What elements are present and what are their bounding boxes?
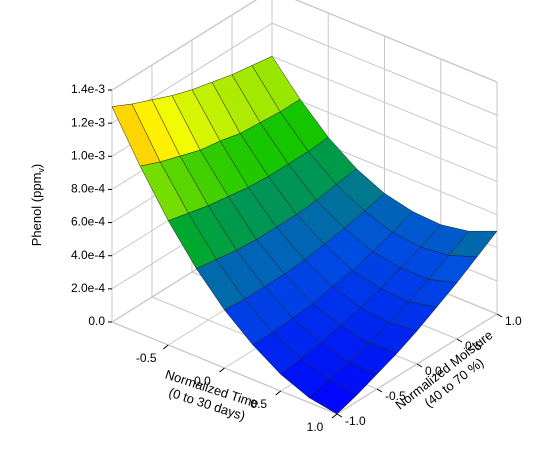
x-tick-label: -0.5 bbox=[136, 351, 157, 365]
x-tick bbox=[219, 367, 225, 373]
z-tick-label: 0.0 bbox=[88, 314, 105, 328]
y-tick bbox=[456, 338, 463, 343]
y-tick bbox=[336, 413, 343, 418]
x-tick bbox=[331, 413, 338, 419]
y-tick-label: -1.0 bbox=[345, 414, 366, 428]
z-tick-label: 4.0e-4 bbox=[71, 248, 105, 262]
y-tick bbox=[416, 363, 423, 368]
y-tick bbox=[376, 388, 383, 393]
y-tick-label: 1.0 bbox=[505, 314, 522, 328]
x-tick-label: 0.5 bbox=[250, 397, 267, 411]
x-tick bbox=[162, 344, 169, 350]
y-axis-title: Normalized Moisture(40 to 70 %) bbox=[393, 328, 506, 426]
z-tick-label: 1.4e-3 bbox=[71, 82, 105, 96]
y-tick-label: 0.0 bbox=[425, 364, 442, 378]
y-tick-label: 0.5 bbox=[465, 339, 482, 353]
labels: 0.0 2.0e-4 4.0e-4 6.0e-4 8.0e-4 1.0e-3 1.2e-3 1… bbox=[29, 82, 522, 434]
z-axis-title-part: Phenol (ppm bbox=[29, 173, 44, 247]
surface bbox=[111, 55, 498, 415]
z-tick-label: 2.0e-4 bbox=[71, 281, 105, 295]
x-tick bbox=[275, 390, 282, 396]
z-tick-label: 1.2e-3 bbox=[71, 115, 105, 129]
z-tick-label: 6.0e-4 bbox=[71, 215, 105, 229]
z-axis-title: Phenol (ppmv) bbox=[29, 164, 46, 247]
x-tick-label: 0.0 bbox=[194, 374, 211, 388]
x-tick-label: 1.0 bbox=[307, 420, 324, 434]
z-tick-label: 1.0e-3 bbox=[71, 148, 105, 162]
z-tick-label: 8.0e-4 bbox=[71, 182, 105, 196]
z-axis-title-sub: v bbox=[36, 168, 46, 173]
surface-cell bbox=[308, 379, 358, 415]
z-axis-title-part: ) bbox=[29, 164, 44, 168]
y-tick bbox=[496, 313, 503, 318]
y-tick-label: -0.5 bbox=[385, 389, 406, 403]
